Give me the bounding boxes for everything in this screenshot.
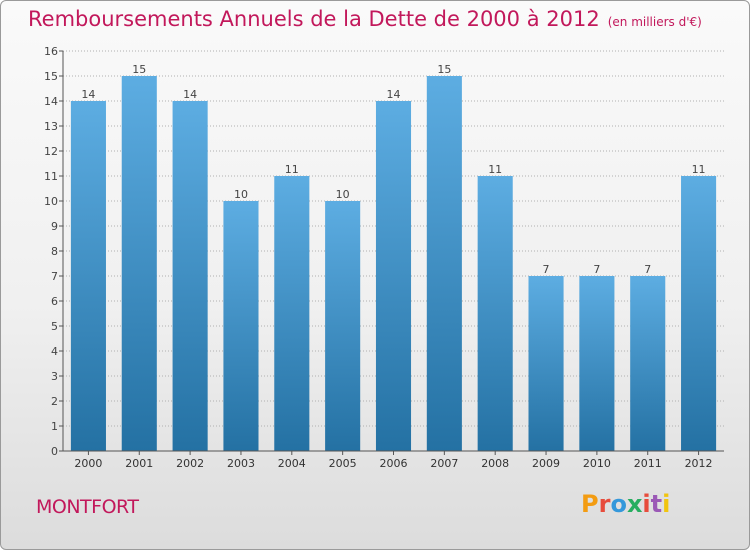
- x-tick-label: 2010: [583, 457, 611, 470]
- bar-2008: [477, 176, 513, 451]
- logo-letter: i: [662, 490, 671, 518]
- bar-2000: [70, 101, 106, 451]
- x-tick-label: 2004: [278, 457, 306, 470]
- data-label: 11: [692, 163, 706, 176]
- data-label: 11: [488, 163, 502, 176]
- x-tick-label: 2008: [481, 457, 509, 470]
- y-tick-label: 2: [51, 395, 58, 408]
- x-tick-label: 2011: [634, 457, 662, 470]
- y-tick-label: 3: [51, 370, 58, 383]
- logo-letter: x: [626, 490, 643, 518]
- logo-letter: P: [581, 490, 599, 518]
- y-tick-label: 0: [51, 445, 58, 458]
- y-tick-label: 4: [51, 345, 58, 358]
- data-label: 15: [132, 63, 146, 76]
- bar-2003: [223, 201, 259, 451]
- chart-title: Remboursements Annuels de la Dette de 20…: [28, 7, 702, 31]
- y-tick-label: 9: [51, 220, 58, 233]
- data-label: 10: [234, 188, 248, 201]
- title-text: Remboursements Annuels de la Dette de 20…: [28, 7, 600, 31]
- y-tick-label: 12: [44, 145, 58, 158]
- commune-name: MONTFORT: [36, 496, 139, 518]
- y-tick-label: 1: [51, 420, 58, 433]
- x-tick-label: 2001: [125, 457, 153, 470]
- y-tick-label: 14: [44, 95, 58, 108]
- data-label: 14: [387, 88, 401, 101]
- data-labels: 14 15 14 10 11 10 14 15 11 7 7 7 11: [81, 63, 705, 276]
- x-tick-label: 2007: [430, 457, 458, 470]
- data-label: 7: [593, 263, 600, 276]
- x-tick-label: 2009: [532, 457, 560, 470]
- y-tick-label: 8: [51, 245, 58, 258]
- x-tick-label: 2000: [74, 457, 102, 470]
- bar-2001: [121, 76, 157, 451]
- x-tick-label: 2012: [685, 457, 713, 470]
- data-label: 7: [644, 263, 651, 276]
- bars: [70, 76, 717, 451]
- data-label: 14: [81, 88, 95, 101]
- logo-letter: r: [598, 490, 611, 518]
- bar-2010: [579, 276, 615, 451]
- x-tick-label: 2003: [227, 457, 255, 470]
- data-label: 15: [437, 63, 451, 76]
- data-label: 10: [336, 188, 350, 201]
- logo-letter: t: [650, 490, 663, 518]
- x-tick-label: 2002: [176, 457, 204, 470]
- y-tick-label: 13: [44, 120, 58, 133]
- bar-2005: [325, 201, 361, 451]
- chart-subtitle: (en milliers d'€): [607, 15, 702, 29]
- logo-letter: o: [610, 490, 627, 518]
- proxiti-logo: Proxiti: [581, 490, 670, 518]
- bar-2012: [681, 176, 717, 451]
- y-tick-label: 11: [44, 170, 58, 183]
- bar-2002: [172, 101, 208, 451]
- y-tick-label: 5: [51, 320, 58, 333]
- x-tick-label: 2005: [329, 457, 357, 470]
- y-tick-label: 16: [44, 45, 58, 58]
- y-tick-label: 7: [51, 270, 58, 283]
- bar-2007: [426, 76, 462, 451]
- bar-2009: [528, 276, 564, 451]
- bar-2011: [630, 276, 666, 451]
- y-tick-label: 6: [51, 295, 58, 308]
- x-tick-label: 2006: [380, 457, 408, 470]
- bar-2006: [375, 101, 412, 451]
- y-tick-label: 10: [44, 195, 58, 208]
- bar-2004: [274, 176, 310, 451]
- logo-letter: i: [642, 490, 651, 518]
- data-label: 11: [285, 163, 299, 176]
- y-tick-label: 15: [44, 70, 58, 83]
- data-label: 14: [183, 88, 197, 101]
- data-label: 7: [543, 263, 550, 276]
